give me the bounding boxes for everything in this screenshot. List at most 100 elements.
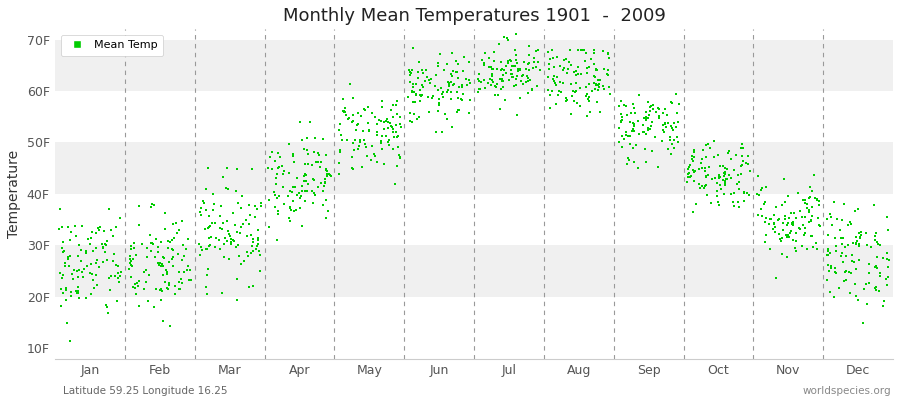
Point [511, 68, 526, 74]
Point [793, 226, 807, 232]
Point [176, 253, 191, 259]
Point [590, 99, 604, 106]
Point [477, 60, 491, 66]
Point [572, 103, 587, 110]
Point [769, 204, 783, 210]
Point [246, 238, 260, 245]
Point [441, 86, 455, 93]
Point [100, 304, 114, 310]
Point [491, 92, 505, 99]
Point [769, 275, 783, 281]
Point [698, 185, 712, 191]
Point [613, 118, 627, 124]
Point [209, 235, 223, 241]
Point [100, 238, 114, 244]
Point [732, 179, 746, 185]
Point [581, 64, 596, 70]
Point [89, 230, 104, 236]
Point [150, 244, 165, 250]
Point [409, 81, 423, 87]
Point [734, 162, 749, 168]
Point [301, 181, 315, 188]
Point [499, 63, 513, 69]
Point [166, 221, 181, 227]
Point [596, 82, 610, 89]
Point [579, 84, 593, 91]
Text: worldspecies.org: worldspecies.org [803, 386, 891, 396]
Point [233, 260, 248, 267]
Point [462, 76, 476, 83]
Point [152, 262, 166, 268]
Point [442, 80, 456, 86]
Point [448, 68, 463, 75]
Point [796, 196, 811, 203]
Point [234, 205, 248, 211]
Point [854, 232, 868, 239]
Point [717, 172, 732, 179]
Point [504, 71, 518, 77]
Point [490, 81, 504, 87]
Point [804, 218, 818, 224]
Point [231, 253, 246, 260]
Point [85, 228, 99, 235]
Point [207, 220, 221, 226]
Point [485, 71, 500, 77]
Point [390, 163, 404, 169]
Point [430, 60, 445, 66]
Point [165, 237, 179, 244]
Point [147, 202, 161, 208]
Point [494, 85, 508, 92]
Point [151, 260, 166, 266]
Point [74, 258, 88, 264]
Point [92, 264, 106, 270]
Point [835, 250, 850, 256]
Point [732, 186, 746, 192]
Point [70, 268, 85, 274]
Point [826, 294, 841, 300]
Point [509, 60, 524, 66]
Bar [55, 297, 893, 348]
Point [569, 72, 583, 78]
Point [377, 125, 392, 132]
Point [706, 138, 721, 144]
Point [586, 72, 600, 79]
Point [312, 164, 327, 170]
Point [686, 167, 700, 174]
Point [838, 244, 852, 250]
Point [517, 59, 531, 65]
Point [391, 144, 405, 150]
Point [872, 288, 886, 294]
Point [571, 64, 585, 71]
Point [619, 128, 634, 135]
Point [413, 98, 428, 104]
Point [374, 118, 389, 124]
Point [269, 175, 284, 181]
Point [158, 226, 172, 232]
Point [652, 113, 666, 120]
Point [148, 254, 162, 260]
Point [742, 192, 757, 198]
Point [590, 67, 604, 73]
Point [695, 183, 709, 190]
Point [166, 247, 180, 254]
Point [393, 124, 408, 130]
Point [54, 285, 68, 292]
Point [510, 73, 525, 79]
Point [736, 190, 751, 196]
Point [161, 282, 176, 288]
Point [626, 145, 640, 151]
Point [782, 234, 796, 240]
Point [451, 94, 465, 101]
Point [869, 239, 884, 245]
Point [65, 271, 79, 277]
Point [376, 161, 391, 168]
Point [717, 169, 732, 175]
Point [641, 125, 655, 131]
Point [843, 270, 858, 276]
Point [320, 208, 335, 214]
Point [713, 174, 727, 180]
Point [591, 86, 606, 93]
Point [578, 58, 592, 64]
Point [580, 90, 594, 97]
Point [357, 106, 372, 112]
